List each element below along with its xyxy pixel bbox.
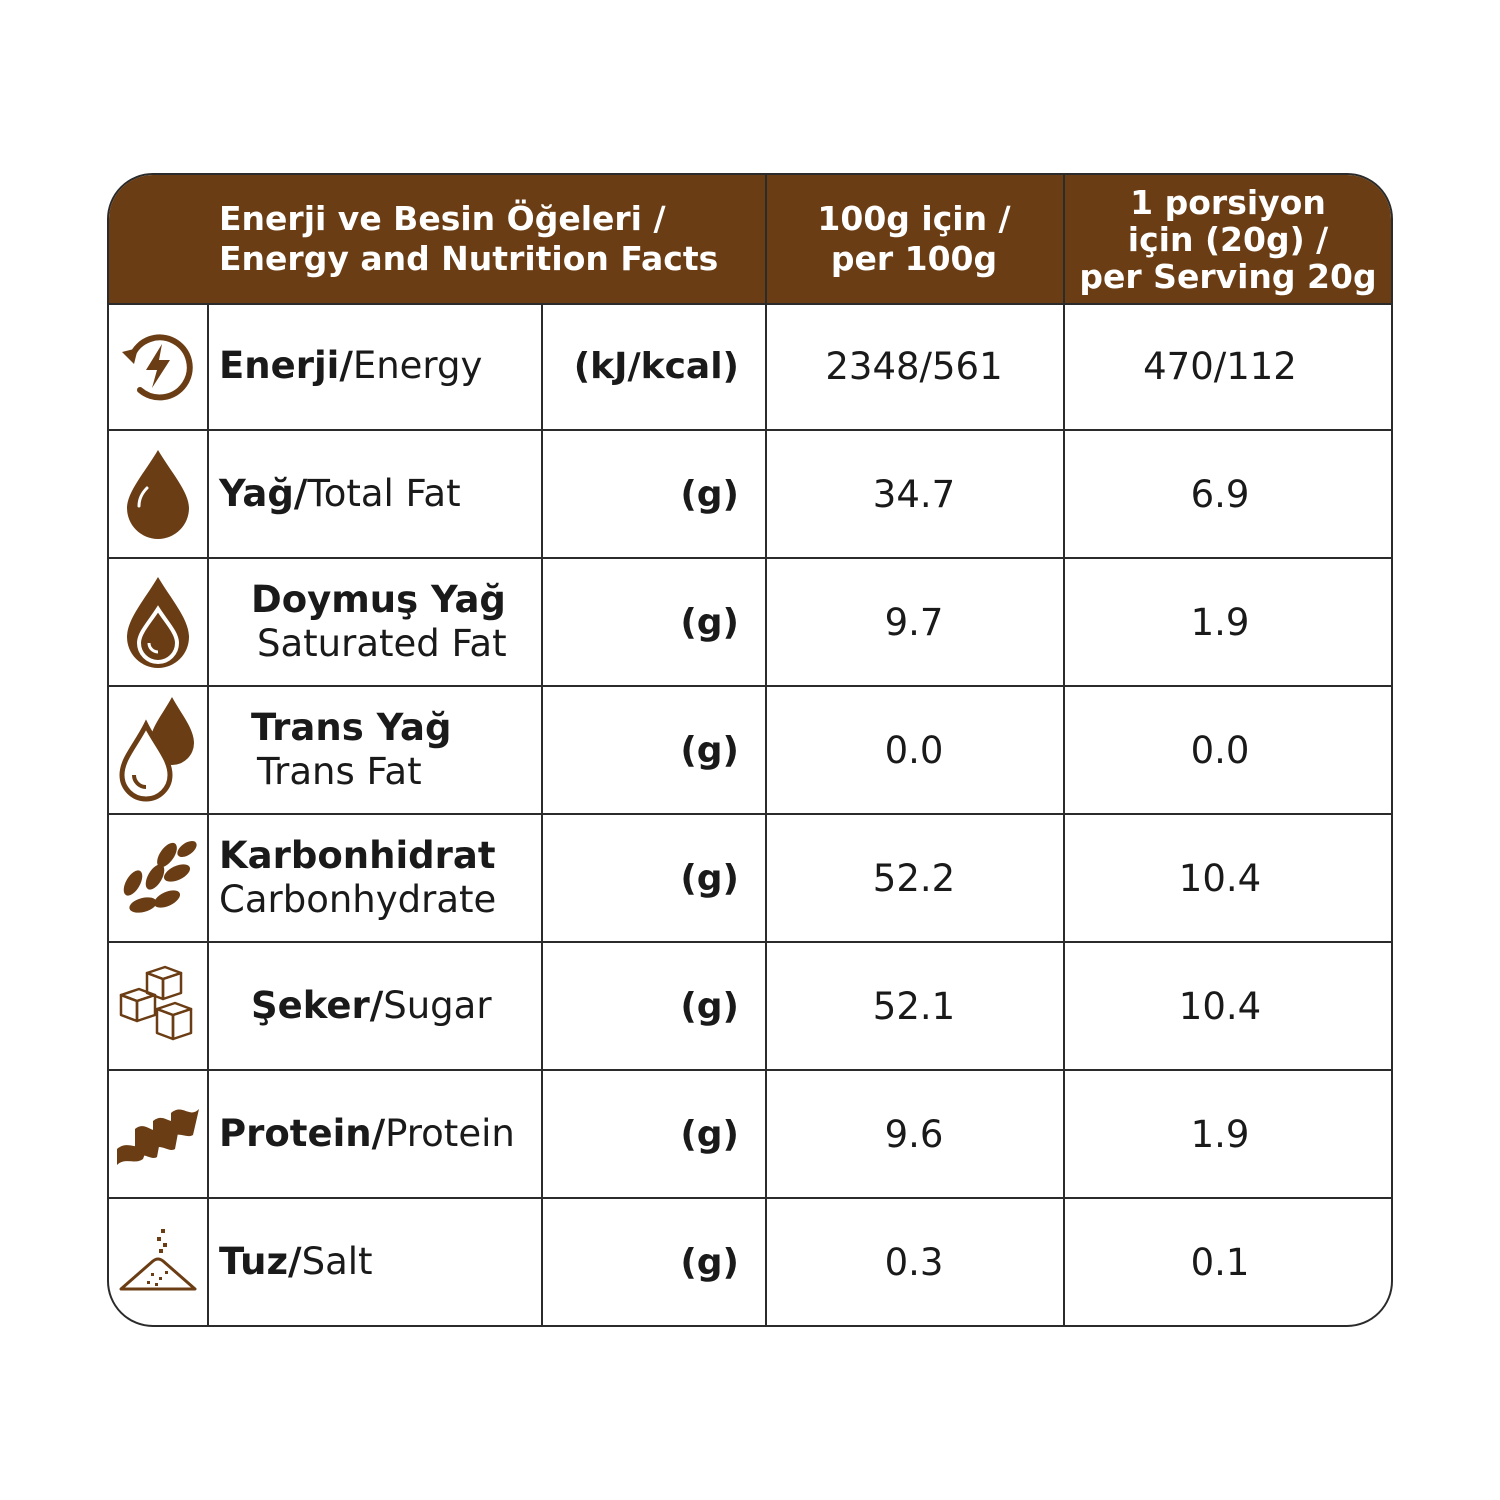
value-per-serving: 0.1 [1190, 1240, 1250, 1284]
header-nutrient-column: Enerji ve Besin Öğeleri / Energy and Nut… [219, 175, 759, 303]
nutrient-name-en: Protein [385, 1112, 515, 1155]
nutrition-facts-table: Enerji ve Besin Öğeleri / Energy and Nut… [107, 173, 1393, 1327]
nutrient-name-tr: Protein/ [219, 1112, 386, 1155]
protein-icon [109, 1071, 207, 1197]
value-per-100g: 9.7 [884, 600, 944, 644]
value-per-100g: 34.7 [872, 472, 956, 516]
header-serving-line1: 1 porsiyon [1130, 182, 1326, 222]
nutrient-name-en: Saturated Fat [257, 622, 507, 665]
energy-icon [109, 303, 207, 429]
unit-cell: (g) [680, 1241, 739, 1283]
nutrient-name-en: Sugar [383, 984, 492, 1027]
nutrient-label: Trans Yağ Trans Fat [251, 687, 573, 813]
nutrient-name-tr: Yağ/ [219, 472, 308, 515]
table-row-protein: Protein/Protein (g) 9.6 1.9 [109, 1071, 1391, 1199]
header-per-100g-en: per 100g [830, 239, 998, 278]
value-per-serving: 470/112 [1143, 344, 1297, 388]
header-nutrient-title-en: Energy and Nutrition Facts [219, 239, 719, 278]
salt-pile-icon [109, 1199, 207, 1325]
value-per-100g: 0.0 [884, 728, 944, 772]
table-row-salt: Tuz/Salt (g) 0.3 0.1 [109, 1199, 1391, 1325]
unit-cell: (g) [680, 985, 739, 1027]
sugar-cubes-icon [109, 943, 207, 1069]
nutrient-name-en: Salt [301, 1240, 373, 1283]
trans-fat-drops-icon [109, 687, 207, 813]
nutrient-name-en: Total Fat [307, 472, 461, 515]
nutrient-label: Protein/Protein [219, 1071, 541, 1197]
unit-cell: (g) [680, 729, 739, 771]
header-per-100g-tr: 100g için / [817, 199, 1011, 238]
nutrient-name-tr: Karbonhidrat [219, 834, 496, 877]
value-per-serving: 10.4 [1178, 984, 1262, 1028]
nutrient-name-en: Energy [352, 344, 483, 387]
table-row-trans-fat: Trans Yağ Trans Fat (g) 0.0 0.0 [109, 687, 1391, 815]
unit-cell: (g) [680, 473, 739, 515]
nutrient-name-en: Carbonhydrate [219, 878, 497, 921]
nutrient-name-tr: Enerji/ [219, 344, 353, 387]
value-per-100g: 52.2 [872, 856, 956, 900]
value-per-serving: 6.9 [1190, 472, 1250, 516]
table-row-total-fat: Yağ/Total Fat (g) 34.7 6.9 [109, 431, 1391, 559]
nutrient-label: Yağ/Total Fat [219, 431, 541, 557]
table-row-carbohydrate: Karbonhidrat Carbonhydrate (g) 52.2 10.4 [109, 815, 1391, 943]
fat-drop-icon [109, 431, 207, 557]
nutrient-label: Enerji/Energy [219, 303, 541, 429]
nutrient-name-en: Trans Fat [257, 750, 422, 793]
nutrient-name-tr: Doymuş Yağ [251, 578, 506, 621]
table-row-energy: Enerji/Energy (kJ/kcal) 2348/561 470/112 [109, 303, 1391, 431]
table-row-sugar: Şeker/Sugar (g) 52.1 10.4 [109, 943, 1391, 1071]
unit-cell: (g) [680, 601, 739, 643]
value-per-100g: 2348/561 [825, 344, 1003, 388]
nutrient-label: Karbonhidrat Carbonhydrate [219, 815, 541, 941]
header-divider [765, 175, 767, 303]
table-row-saturated-fat: Doymuş Yağ Saturated Fat (g) 9.7 1.9 [109, 559, 1391, 687]
unit-cell: (g) [680, 857, 739, 899]
value-per-100g: 52.1 [872, 984, 956, 1028]
grain-icon [109, 815, 207, 941]
header-serving-line3: per Serving 20g [1079, 256, 1377, 296]
nutrient-label: Şeker/Sugar [251, 943, 573, 1069]
value-per-serving: 1.9 [1190, 1112, 1250, 1156]
unit-cell: (g) [680, 1113, 739, 1155]
value-per-100g: 0.3 [884, 1240, 944, 1284]
nutrient-name-tr: Şeker/ [251, 984, 384, 1027]
value-per-serving: 0.0 [1190, 728, 1250, 772]
value-per-100g: 9.6 [884, 1112, 944, 1156]
value-per-serving: 1.9 [1190, 600, 1250, 644]
header-per-serving-column: 1 porsiyon için (20g) / per Serving 20g [1063, 175, 1391, 303]
nutrient-name-tr: Tuz/ [219, 1240, 302, 1283]
header-per-100g-column: 100g için / per 100g [765, 175, 1063, 303]
unit-cell: (kJ/kcal) [573, 345, 739, 387]
nutrient-name-tr: Trans Yağ [251, 706, 452, 749]
header-nutrient-title-tr: Enerji ve Besin Öğeleri / [219, 199, 666, 238]
header-divider [1063, 175, 1065, 303]
saturated-fat-drop-icon [109, 559, 207, 685]
header-serving-line2: için (20g) / [1127, 219, 1329, 259]
value-per-serving: 10.4 [1178, 856, 1262, 900]
nutrient-label: Tuz/Salt [219, 1199, 541, 1325]
nutrient-label: Doymuş Yağ Saturated Fat [251, 559, 573, 685]
table-header: Enerji ve Besin Öğeleri / Energy and Nut… [109, 175, 1391, 305]
